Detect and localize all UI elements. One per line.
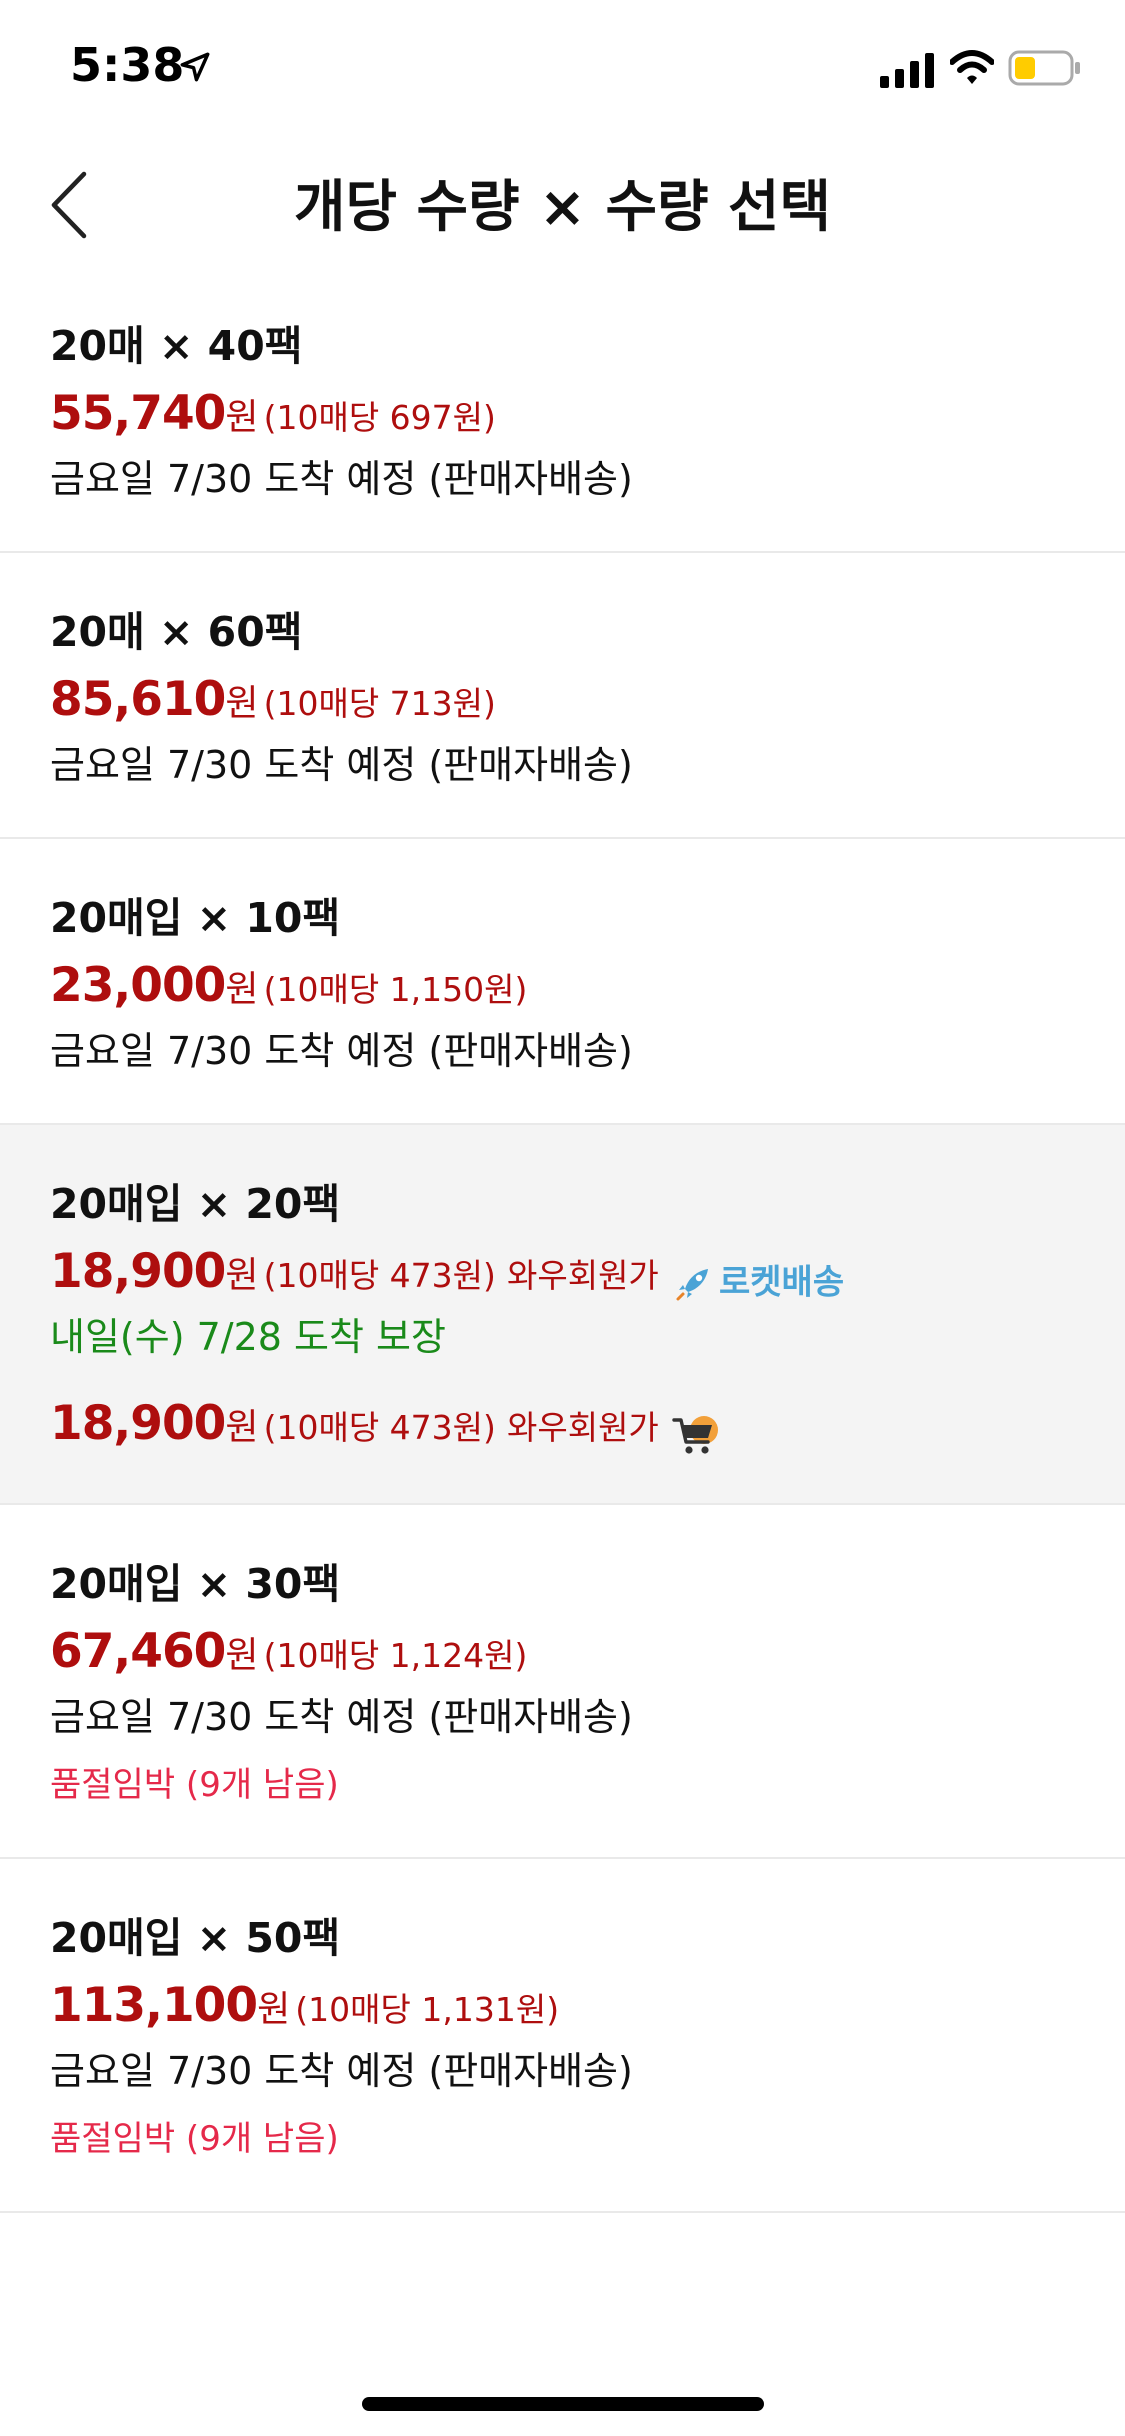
currency: 원	[225, 1407, 259, 1448]
option-item-selected[interactable]: 20매입 × 20팩 18,900원 (10매당 473원) 와우회원가 로켓배…	[0, 1125, 1125, 1505]
option-title: 20매입 × 10팩	[50, 894, 341, 942]
rocket-icon	[676, 1268, 708, 1300]
unit-price: (10매당 1,131원)	[295, 1990, 560, 2029]
unit-price: (10매당 697원)	[263, 398, 496, 437]
price: 55,740	[50, 386, 226, 441]
price: 18,900	[50, 1244, 226, 1299]
delivery-info: 금요일 7/30 도착 예정 (판매자배송)	[50, 457, 633, 501]
price: 113,100	[50, 1978, 258, 2033]
option-item[interactable]: 20매 × 60팩 85,610원 (10매당 713원) 금요일 7/30 도…	[0, 553, 1125, 839]
price: 18,900	[50, 1396, 226, 1451]
price: 67,460	[50, 1624, 226, 1679]
option-title: 20매입 × 50팩	[50, 1914, 341, 1962]
price-row: 55,740원 (10매당 697원)	[50, 379, 1125, 449]
status-bar: 5:38	[0, 0, 1125, 132]
currency: 원	[225, 1255, 259, 1296]
option-title: 20매 × 40팩	[50, 322, 303, 370]
price-row: 23,000원 (10매당 1,150원)	[50, 951, 1125, 1021]
wow-member-price-label: 와우회원가	[506, 1256, 659, 1295]
unit-price: (10매당 713원)	[263, 684, 496, 723]
option-list: 20매 × 40팩 55,740원 (10매당 697원) 금요일 7/30 도…	[0, 267, 1125, 2213]
header: 개당 수량 × 수량 선택	[0, 132, 1125, 267]
home-indicator[interactable]	[362, 2397, 764, 2411]
option-item[interactable]: 20매 × 40팩 55,740원 (10매당 697원) 금요일 7/30 도…	[0, 267, 1125, 553]
page-title: 개당 수량 × 수량 선택	[293, 175, 832, 240]
unit-price: (10매당 1,124원)	[263, 1636, 528, 1675]
delivery-info: 금요일 7/30 도착 예정 (판매자배송)	[50, 743, 633, 787]
wow-member-price-label: 와우회원가	[506, 1408, 659, 1447]
rocket-delivery-badge: 로켓배송	[718, 1262, 845, 1303]
option-item[interactable]: 20매입 × 10팩 23,000원 (10매당 1,150원) 금요일 7/3…	[0, 839, 1125, 1125]
location-arrow-icon	[180, 52, 210, 82]
delivery-info: 금요일 7/30 도착 예정 (판매자배송)	[50, 1695, 633, 1739]
price-row: 113,100원 (10매당 1,131원)	[50, 1971, 1125, 2041]
stock-warning: 품절임박 (9개 남음)	[50, 1765, 339, 1805]
signal-icon	[880, 53, 934, 88]
back-chevron-icon[interactable]	[36, 162, 106, 242]
option-item[interactable]: 20매입 × 50팩 113,100원 (10매당 1,131원) 금요일 7/…	[0, 1859, 1125, 2213]
wifi-icon	[950, 50, 994, 84]
option-title: 20매 × 60팩	[50, 608, 303, 656]
delivery-guarantee: 내일(수) 7/28 도착 보장	[50, 1315, 446, 1359]
status-time: 5:38	[70, 38, 185, 92]
option-title: 20매입 × 30팩	[50, 1560, 341, 1608]
price-row-2: 18,900원 (10매당 473원) 와우회원가	[50, 1389, 1125, 1459]
price-row: 18,900원 (10매당 473원) 와우회원가 로켓배송	[50, 1237, 1125, 1307]
currency: 원	[257, 1989, 291, 2030]
price-row: 67,460원 (10매당 1,124원)	[50, 1617, 1125, 1687]
delivery-info: 금요일 7/30 도착 예정 (판매자배송)	[50, 1029, 633, 1073]
price: 85,610	[50, 672, 226, 727]
currency: 원	[225, 683, 259, 724]
option-item[interactable]: 20매입 × 30팩 67,460원 (10매당 1,124원) 금요일 7/3…	[0, 1505, 1125, 1859]
delivery-info: 금요일 7/30 도착 예정 (판매자배송)	[50, 2049, 633, 2093]
price-row: 85,610원 (10매당 713원)	[50, 665, 1125, 735]
cart-icon	[672, 1415, 718, 1454]
stock-warning: 품절임박 (9개 남음)	[50, 2119, 339, 2159]
battery-icon	[1008, 50, 1080, 86]
unit-price: (10매당 473원)	[263, 1256, 496, 1295]
currency: 원	[225, 397, 259, 438]
unit-price: (10매당 1,150원)	[263, 970, 528, 1009]
unit-price: (10매당 473원)	[263, 1408, 496, 1447]
currency: 원	[225, 1635, 259, 1676]
price: 23,000	[50, 958, 226, 1013]
option-title: 20매입 × 20팩	[50, 1180, 341, 1228]
currency: 원	[225, 969, 259, 1010]
